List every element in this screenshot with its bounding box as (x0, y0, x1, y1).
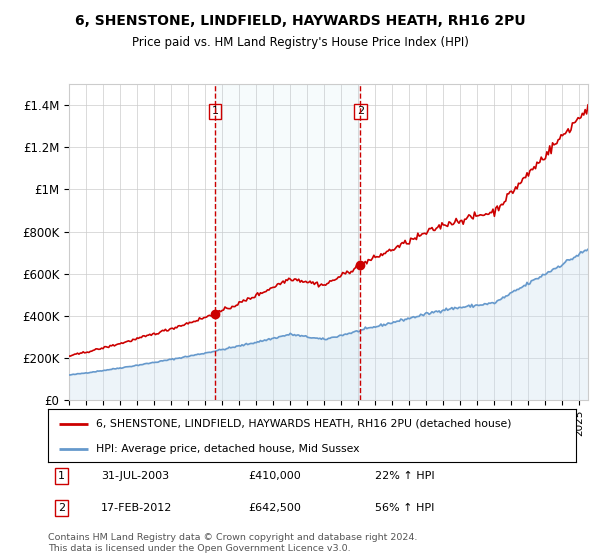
Text: 2: 2 (58, 503, 65, 513)
Text: 6, SHENSTONE, LINDFIELD, HAYWARDS HEATH, RH16 2PU: 6, SHENSTONE, LINDFIELD, HAYWARDS HEATH,… (74, 14, 526, 28)
Text: HPI: Average price, detached house, Mid Sussex: HPI: Average price, detached house, Mid … (95, 444, 359, 454)
Text: 1: 1 (212, 106, 218, 116)
Text: 31-JUL-2003: 31-JUL-2003 (101, 472, 169, 482)
Text: Price paid vs. HM Land Registry's House Price Index (HPI): Price paid vs. HM Land Registry's House … (131, 36, 469, 49)
Text: 17-FEB-2012: 17-FEB-2012 (101, 503, 172, 513)
Text: £642,500: £642,500 (248, 503, 302, 513)
Bar (215, 84, 361, 400)
Text: 56% ↑ HPI: 56% ↑ HPI (376, 503, 435, 513)
Text: Contains HM Land Registry data © Crown copyright and database right 2024.
This d: Contains HM Land Registry data © Crown c… (48, 533, 418, 553)
Text: 2: 2 (357, 106, 364, 116)
Text: 6, SHENSTONE, LINDFIELD, HAYWARDS HEATH, RH16 2PU (detached house): 6, SHENSTONE, LINDFIELD, HAYWARDS HEATH,… (95, 419, 511, 429)
Text: 1: 1 (58, 472, 65, 482)
Text: 22% ↑ HPI: 22% ↑ HPI (376, 472, 435, 482)
Text: £410,000: £410,000 (248, 472, 301, 482)
